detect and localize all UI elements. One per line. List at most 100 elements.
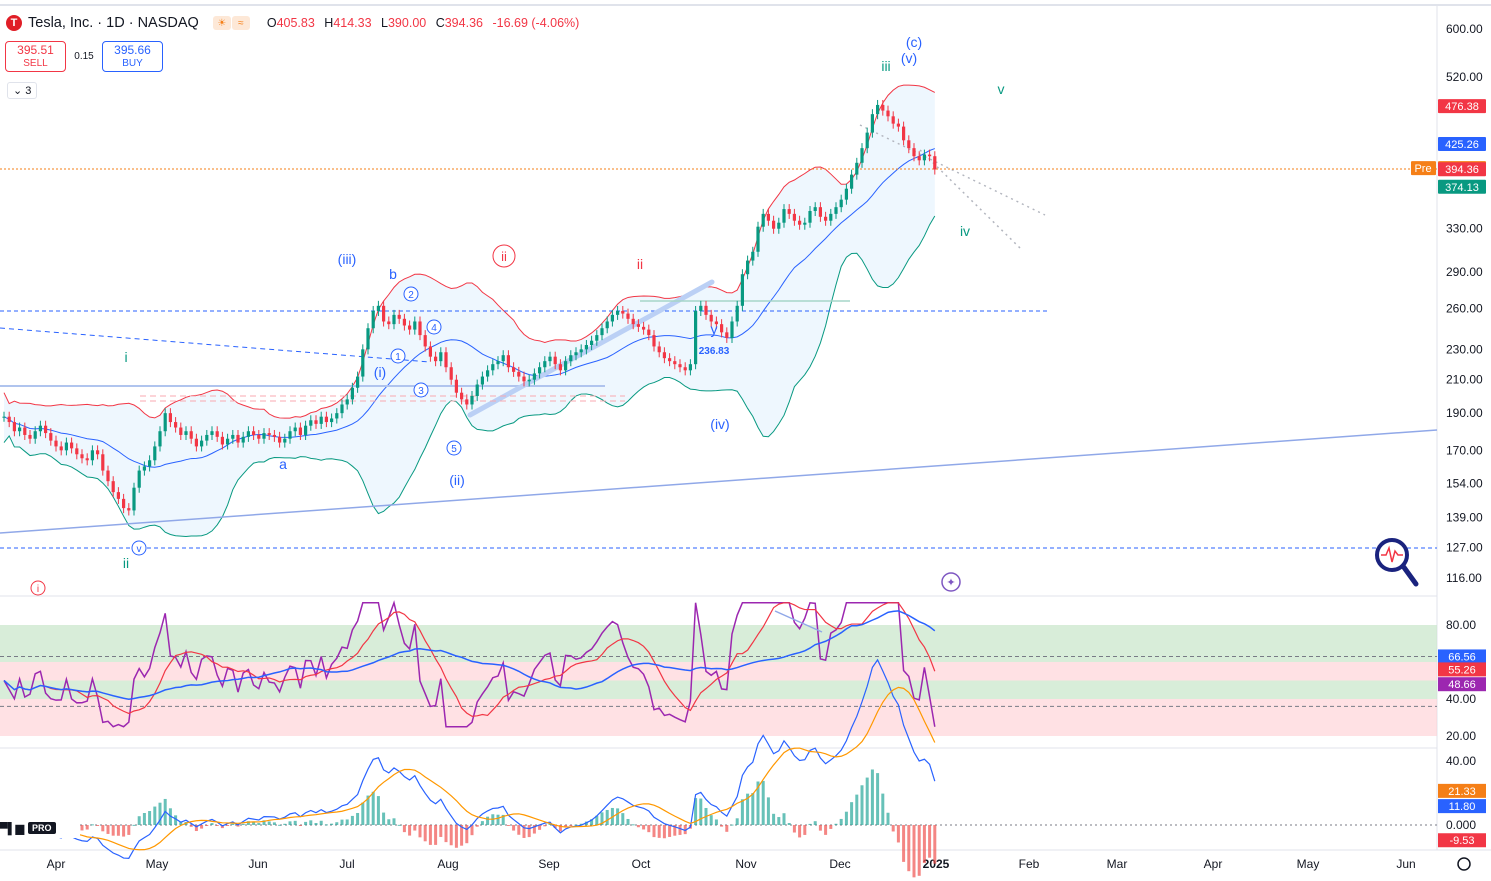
macd-histogram-bar — [678, 825, 682, 835]
candle-body — [444, 352, 448, 368]
macd-histogram-bar — [361, 802, 365, 825]
candle-body — [345, 399, 349, 405]
macd-histogram-bar — [735, 818, 739, 825]
buy-button[interactable]: 395.66 BUY — [102, 41, 163, 72]
macd-histogram-bar — [709, 815, 713, 825]
price-tick-label: 139.00 — [1446, 511, 1483, 525]
macd-histogram-bar — [267, 821, 271, 825]
legend-toggle-button[interactable]: ⌄ 3 — [7, 82, 38, 99]
wave-label: i — [124, 349, 127, 365]
macd-histogram-bar — [782, 813, 786, 825]
sell-price: 395.51 — [17, 42, 54, 57]
candle-body — [267, 433, 271, 435]
time-tick-label: May — [146, 857, 169, 871]
circled-wave-marker — [390, 348, 406, 364]
circled-wave-marker — [413, 382, 429, 398]
spread-value: 0.15 — [74, 51, 94, 62]
candle-body — [366, 328, 370, 350]
candle-body — [54, 440, 58, 447]
macd-histogram-bar — [720, 825, 724, 827]
sparkle-icon: ✦ — [946, 577, 955, 589]
macd-tick-label: 40.00 — [1446, 754, 1476, 768]
rsi-line — [3, 600, 936, 728]
macd-histogram-bar — [101, 825, 105, 832]
candle-body — [184, 431, 188, 435]
macd-histogram-bar — [746, 793, 750, 825]
candle-body — [850, 174, 854, 189]
macd-histogram-bar — [314, 823, 318, 825]
realtime-icon[interactable]: ≈ — [231, 16, 250, 30]
candle-body — [917, 156, 921, 161]
wave-label: v — [998, 81, 1005, 97]
candle-body — [75, 448, 79, 455]
macd-histogram-bar — [408, 825, 412, 836]
macd-histogram-bar — [818, 825, 822, 831]
macd-histogram-bar — [116, 825, 120, 836]
macd-histogram-bar — [683, 825, 687, 835]
candle-body — [142, 466, 146, 471]
macd-histogram-bar — [376, 796, 380, 825]
candle-body — [371, 310, 375, 329]
macd-histogram-bar — [96, 825, 100, 826]
macd-histogram-bar — [652, 825, 656, 838]
macd-histogram-bar — [205, 825, 209, 826]
settings-icon — [1457, 857, 1471, 871]
candle-body — [210, 431, 214, 435]
candle-body — [356, 376, 360, 388]
macd-histogram-bar — [418, 825, 422, 838]
candle-body — [382, 305, 386, 322]
candle-body — [777, 222, 781, 229]
price-label-text: 476.38 — [1445, 101, 1479, 113]
candle-body — [205, 434, 209, 441]
candle-body — [454, 379, 458, 393]
wave-label: iii — [881, 58, 890, 74]
rsi-value-label: 66.56 — [1448, 651, 1476, 663]
candle-body — [168, 413, 172, 423]
rsi-value-box — [1438, 677, 1486, 692]
candle-body — [928, 154, 932, 157]
macd-histogram-bar — [699, 798, 703, 825]
macd-histogram-bar — [564, 825, 568, 827]
candle-body — [740, 274, 744, 306]
macd-histogram-bar — [673, 825, 677, 836]
sell-button[interactable]: 395.51 SELL — [5, 41, 66, 72]
candle-body — [595, 335, 599, 341]
candle-body — [683, 367, 687, 371]
candle-body — [600, 328, 604, 336]
macd-histogram-bar — [460, 825, 464, 846]
wave-label: (i) — [374, 364, 386, 380]
macd-histogram-bar — [298, 825, 302, 826]
candle-body — [829, 213, 833, 221]
candle-body — [64, 442, 68, 451]
candle-body — [309, 420, 313, 426]
candle-body — [522, 376, 526, 382]
low-label: L — [381, 16, 388, 30]
macd-histogram-bar — [350, 815, 354, 825]
macd-histogram-bar — [714, 819, 718, 825]
candle-body — [616, 310, 620, 315]
time-tick-label: Apr — [1204, 857, 1223, 871]
candle-body — [704, 305, 708, 315]
open-value: 405.83 — [276, 16, 315, 30]
market-hours-icon[interactable]: ☀ — [212, 16, 231, 30]
time-tick-label: Oct — [632, 857, 651, 871]
bollinger-mid-line — [3, 148, 935, 468]
macd-histogram-bar — [335, 822, 339, 825]
candle-body — [636, 324, 640, 327]
macd-histogram-bar — [480, 821, 484, 825]
price-tick-label: 210.00 — [1446, 373, 1483, 387]
candle-body — [621, 310, 625, 314]
rsi-upper-red-zone — [0, 662, 1437, 681]
candle-body — [7, 416, 11, 423]
candle-body — [293, 427, 297, 432]
macd-histogram-bar — [621, 813, 625, 825]
macd-histogram-bar — [210, 823, 214, 825]
candle-body — [558, 364, 562, 371]
status-chips[interactable]: ☀ ≈ — [212, 16, 251, 30]
rsi-lower-green-zone — [0, 680, 1437, 699]
candle-body — [330, 418, 334, 423]
candle-body — [647, 329, 651, 336]
symbol-title[interactable]: Tesla, Inc. · 1D · NASDAQ — [28, 15, 199, 31]
tradingview-logo[interactable]: ▀▌▆ PRO — [0, 818, 80, 838]
